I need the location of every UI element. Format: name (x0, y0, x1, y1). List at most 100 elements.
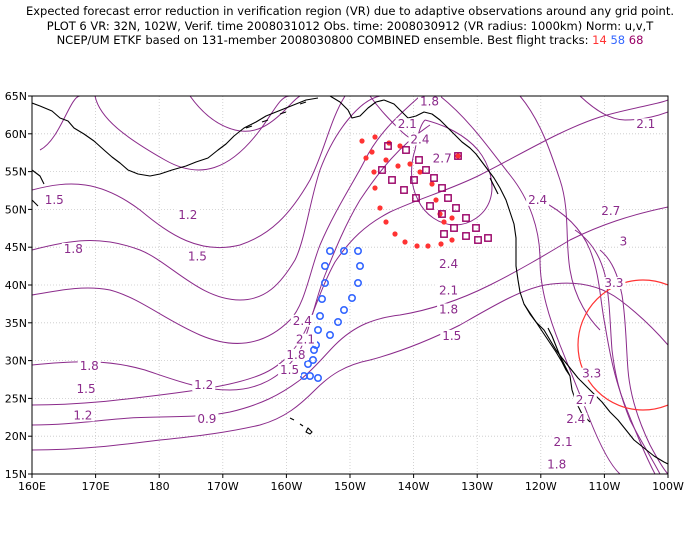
track-58-label: 58 (610, 33, 626, 47)
contour-line (519, 96, 601, 331)
track-68-point (422, 166, 430, 174)
track-14-point (377, 205, 383, 211)
contour-label-bg (290, 314, 314, 327)
track-58-point (317, 294, 326, 303)
contour-label: 2.1 (398, 117, 417, 131)
track-58-point (333, 317, 342, 326)
contour-label-bg (437, 284, 461, 297)
track-68-point (450, 224, 458, 232)
track-14-point (363, 155, 369, 161)
track-68-point (426, 202, 434, 210)
contour-label: 1.2 (73, 408, 92, 422)
contour-line (579, 96, 668, 121)
track-68-point (430, 174, 438, 182)
track-14-point (369, 149, 375, 155)
contour-label-bg (185, 250, 209, 263)
track-68-point (412, 194, 420, 202)
track-14-point (397, 143, 403, 149)
track-58-point (339, 247, 348, 256)
contour-label: 2.4 (528, 193, 547, 207)
island-hawaii (289, 417, 313, 435)
contour-label-bg (437, 258, 461, 271)
contour-label: 1.8 (286, 348, 305, 362)
x-tick-label: 140W (398, 480, 430, 493)
contour-label-bg (440, 329, 464, 342)
y-tick-label: 40N (5, 279, 27, 292)
contour-label: 1.2 (194, 378, 213, 392)
title-line-2: PLOT 6 VR: 32N, 102W, Verif. time 200803… (46, 18, 654, 33)
contour-label-bg (573, 394, 597, 407)
track-14-point (407, 161, 413, 167)
track-14-point (417, 169, 423, 175)
y-tick-label: 35N (5, 317, 27, 330)
x-tick-label: 170E (82, 480, 110, 493)
contour-label-bg (618, 235, 628, 248)
track-68-point (410, 176, 418, 184)
track-14-point (429, 181, 435, 187)
x-tick-label: 160W (270, 480, 302, 493)
track-68-point (438, 210, 446, 218)
track-14-point (383, 157, 389, 163)
title-line-3-text: NCEP/UM ETKF based on 131-member 2008030… (56, 33, 589, 47)
track-14-point (372, 134, 378, 140)
contour-label: 2.7 (601, 204, 620, 218)
contour-label: 2.7 (576, 393, 595, 407)
contour-label-bg (284, 348, 308, 361)
contour-label-bg (61, 242, 85, 255)
x-tick-label: 130W (461, 480, 493, 493)
track-58-point (353, 278, 362, 287)
y-tick-label: 50N (5, 203, 27, 216)
contour-label-bg (74, 382, 98, 395)
contour-label-bg (192, 379, 216, 392)
track-58-point (353, 247, 362, 256)
track-58-point (339, 305, 348, 314)
asia-coast (32, 97, 319, 177)
contour-line (32, 99, 668, 406)
track-14-point (455, 153, 461, 159)
contour-label-bg (418, 95, 441, 108)
contour-label: 3.3 (582, 367, 601, 381)
track-14-point (449, 215, 455, 221)
contour-label-bg (195, 413, 219, 426)
track-68-label: 68 (628, 33, 644, 47)
track-68-point (440, 230, 448, 238)
contour-label: 1.8 (80, 359, 99, 373)
baja-coast (523, 303, 571, 377)
title-line-1: Expected forecast error reduction in ver… (25, 4, 675, 18)
y-tick-label: 15N (5, 468, 27, 481)
contour-line (439, 96, 621, 474)
contour-line (189, 96, 301, 132)
track-58-point (299, 371, 308, 380)
track-68-point (388, 176, 396, 184)
title-line-3: NCEP/UM ETKF based on 131-member 2008030… (0, 33, 700, 48)
track-68-point (452, 204, 460, 212)
track-14-point (438, 241, 444, 247)
contour-line (32, 282, 668, 451)
contour-label-bg (42, 193, 66, 206)
track-58-point (325, 247, 334, 256)
contour-label: 1.5 (77, 382, 96, 396)
track-14-label: 14 (592, 33, 607, 47)
contour-label-bg (430, 152, 454, 165)
plot-title: Expected forecast error reduction in ver… (0, 4, 700, 48)
contour-label: 2.1 (554, 435, 573, 449)
x-tick-label: 160E (18, 480, 46, 493)
track-68-point (462, 214, 470, 222)
contour-label-bg (599, 205, 623, 218)
island-vancouver (489, 177, 499, 195)
contour-line (32, 96, 381, 301)
y-tick-label: 60N (5, 128, 27, 141)
track-58-point (308, 355, 317, 364)
x-tick-label: 150W (334, 480, 366, 493)
contour-label: 1.5 (188, 250, 207, 264)
contour-label: 2.1 (439, 284, 458, 298)
y-tick-label: 30N (5, 355, 27, 368)
contour-label: 2.4 (410, 132, 429, 146)
track-58-point (303, 359, 312, 368)
track-14-point (414, 243, 420, 249)
contour-label: 2.4 (293, 314, 312, 328)
x-tick-label: 110W (588, 480, 620, 493)
y-tick-label: 25N (5, 392, 27, 405)
x-tick-label: 170W (207, 480, 239, 493)
